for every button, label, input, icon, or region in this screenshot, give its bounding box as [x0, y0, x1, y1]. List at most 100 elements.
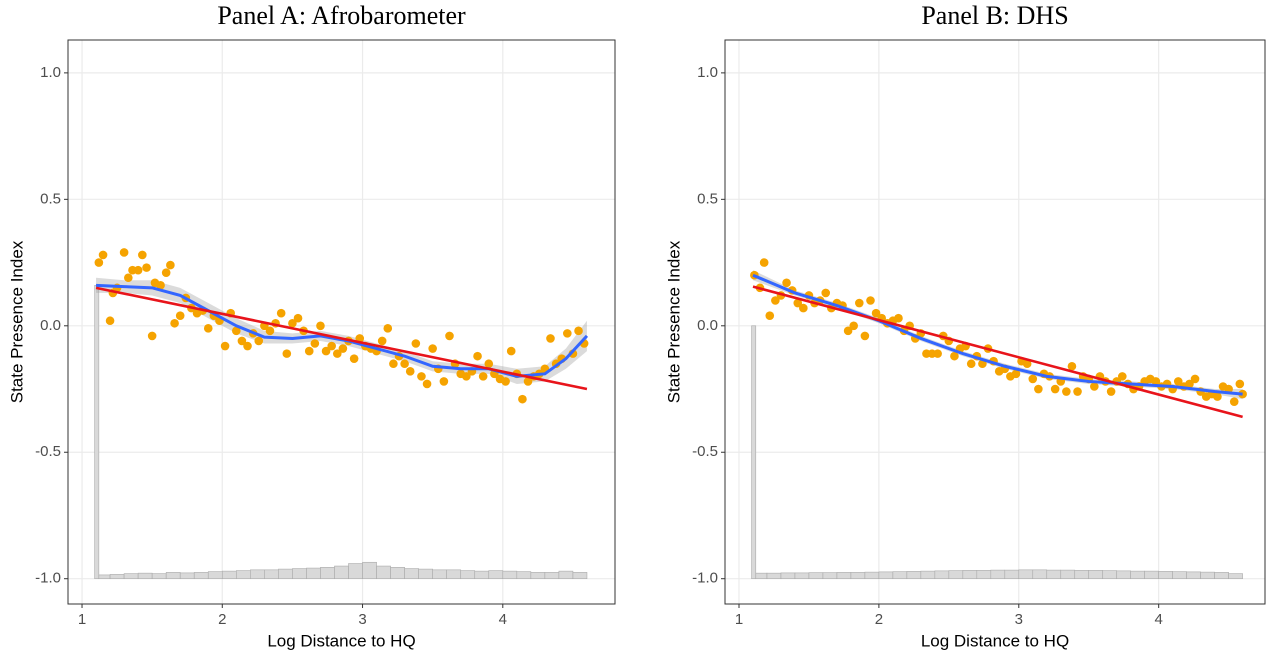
data-point — [321, 346, 331, 356]
data-point — [1011, 369, 1021, 379]
y-tick-label: -1.0 — [692, 570, 718, 587]
histogram-bar — [1004, 569, 1020, 580]
histogram-bar — [1018, 569, 1034, 580]
data-point — [243, 341, 252, 351]
data-point — [1173, 377, 1183, 386]
histogram-bar — [446, 569, 462, 580]
data-point — [843, 326, 853, 336]
histogram-bar — [404, 568, 419, 580]
histogram-bar — [1214, 572, 1229, 580]
histogram-bar — [1144, 570, 1159, 580]
histogram-bar — [502, 570, 518, 580]
histogram-bar — [836, 572, 852, 580]
histogram-bar — [864, 571, 880, 580]
histogram-bar — [892, 571, 908, 580]
data-point — [1106, 387, 1116, 396]
histogram-bar — [334, 565, 349, 580]
histogram-bar — [572, 572, 588, 580]
data-point — [1067, 361, 1077, 371]
histogram-bar — [179, 572, 195, 580]
data-point — [220, 341, 230, 351]
x-tick-label: 1 — [78, 611, 86, 628]
data-point — [574, 326, 583, 336]
panel-border — [67, 39, 616, 605]
data-point — [276, 308, 286, 318]
data-point — [782, 278, 791, 288]
data-point — [1050, 384, 1060, 394]
data-point — [254, 336, 264, 346]
histogram-bar — [250, 569, 265, 580]
histogram-bar — [878, 571, 894, 580]
y-tick-label: 0.5 — [697, 190, 718, 207]
histogram-bar — [1102, 570, 1118, 580]
data-point — [866, 296, 875, 305]
panel-border — [724, 39, 1266, 605]
panel: Panel A: Afrobarometer Log Distance to HQ… — [7, 1, 616, 650]
plot-background — [725, 40, 1265, 604]
histogram-bar — [920, 570, 936, 580]
data-point — [133, 265, 143, 275]
data-point — [304, 346, 314, 356]
fit-line — [752, 285, 1243, 419]
histogram-bar — [544, 572, 560, 580]
y-tick-label: 0.0 — [40, 317, 61, 334]
histogram-bar — [292, 568, 307, 580]
data-point — [105, 316, 115, 326]
histogram-bar — [488, 570, 504, 580]
histogram-bar — [755, 572, 768, 580]
data-point — [389, 359, 398, 369]
data-point — [966, 359, 976, 369]
histogram-bar — [94, 285, 100, 580]
data-point — [383, 324, 393, 333]
histogram-bar — [1116, 570, 1131, 580]
histogram-bar — [850, 572, 866, 580]
data-point — [293, 313, 303, 323]
histogram-bar — [558, 570, 574, 580]
data-point — [771, 296, 780, 305]
data-point — [765, 311, 775, 320]
data-point — [478, 372, 488, 381]
histogram-bar — [751, 325, 757, 580]
data-point — [799, 303, 808, 313]
y-tick-label: -0.5 — [692, 443, 718, 460]
data-point — [439, 377, 449, 386]
histogram-bar — [193, 572, 209, 580]
data-point — [170, 318, 179, 328]
histogram-bar — [1158, 571, 1173, 580]
data-point — [1028, 374, 1038, 384]
x-tick-label: 4 — [499, 611, 507, 628]
histogram-bar — [934, 570, 950, 580]
histogram-bar — [376, 565, 391, 580]
data-point — [142, 263, 151, 272]
data-point — [156, 281, 165, 290]
data-point — [894, 313, 903, 323]
data-point — [1151, 377, 1161, 386]
data-point — [332, 349, 342, 358]
data-point — [506, 346, 516, 356]
histogram-bar — [236, 570, 251, 580]
histogram-bar — [207, 571, 223, 580]
histogram-bar — [362, 561, 377, 580]
histogram-bar — [766, 572, 782, 580]
data-point — [1185, 379, 1194, 389]
data-point — [203, 324, 213, 333]
data-point — [310, 339, 320, 348]
histogram-bar — [976, 570, 992, 580]
x-tick-label: 2 — [218, 611, 226, 628]
histogram-bar — [98, 574, 111, 580]
histogram-bar — [165, 572, 181, 580]
histogram-bar — [780, 572, 796, 580]
data-point — [518, 394, 527, 404]
data-point — [124, 273, 133, 283]
histogram-bar — [1172, 571, 1187, 580]
histogram-bar — [1200, 571, 1215, 580]
data-point — [349, 354, 359, 363]
histogram-bar — [794, 572, 810, 580]
data-point — [1090, 382, 1099, 391]
histogram-bar — [1046, 569, 1062, 580]
data-point — [759, 258, 769, 267]
data-point — [377, 336, 387, 346]
x-tick-label: 1 — [735, 611, 743, 628]
histogram-bar — [1032, 569, 1048, 580]
histogram-bar — [474, 570, 490, 580]
